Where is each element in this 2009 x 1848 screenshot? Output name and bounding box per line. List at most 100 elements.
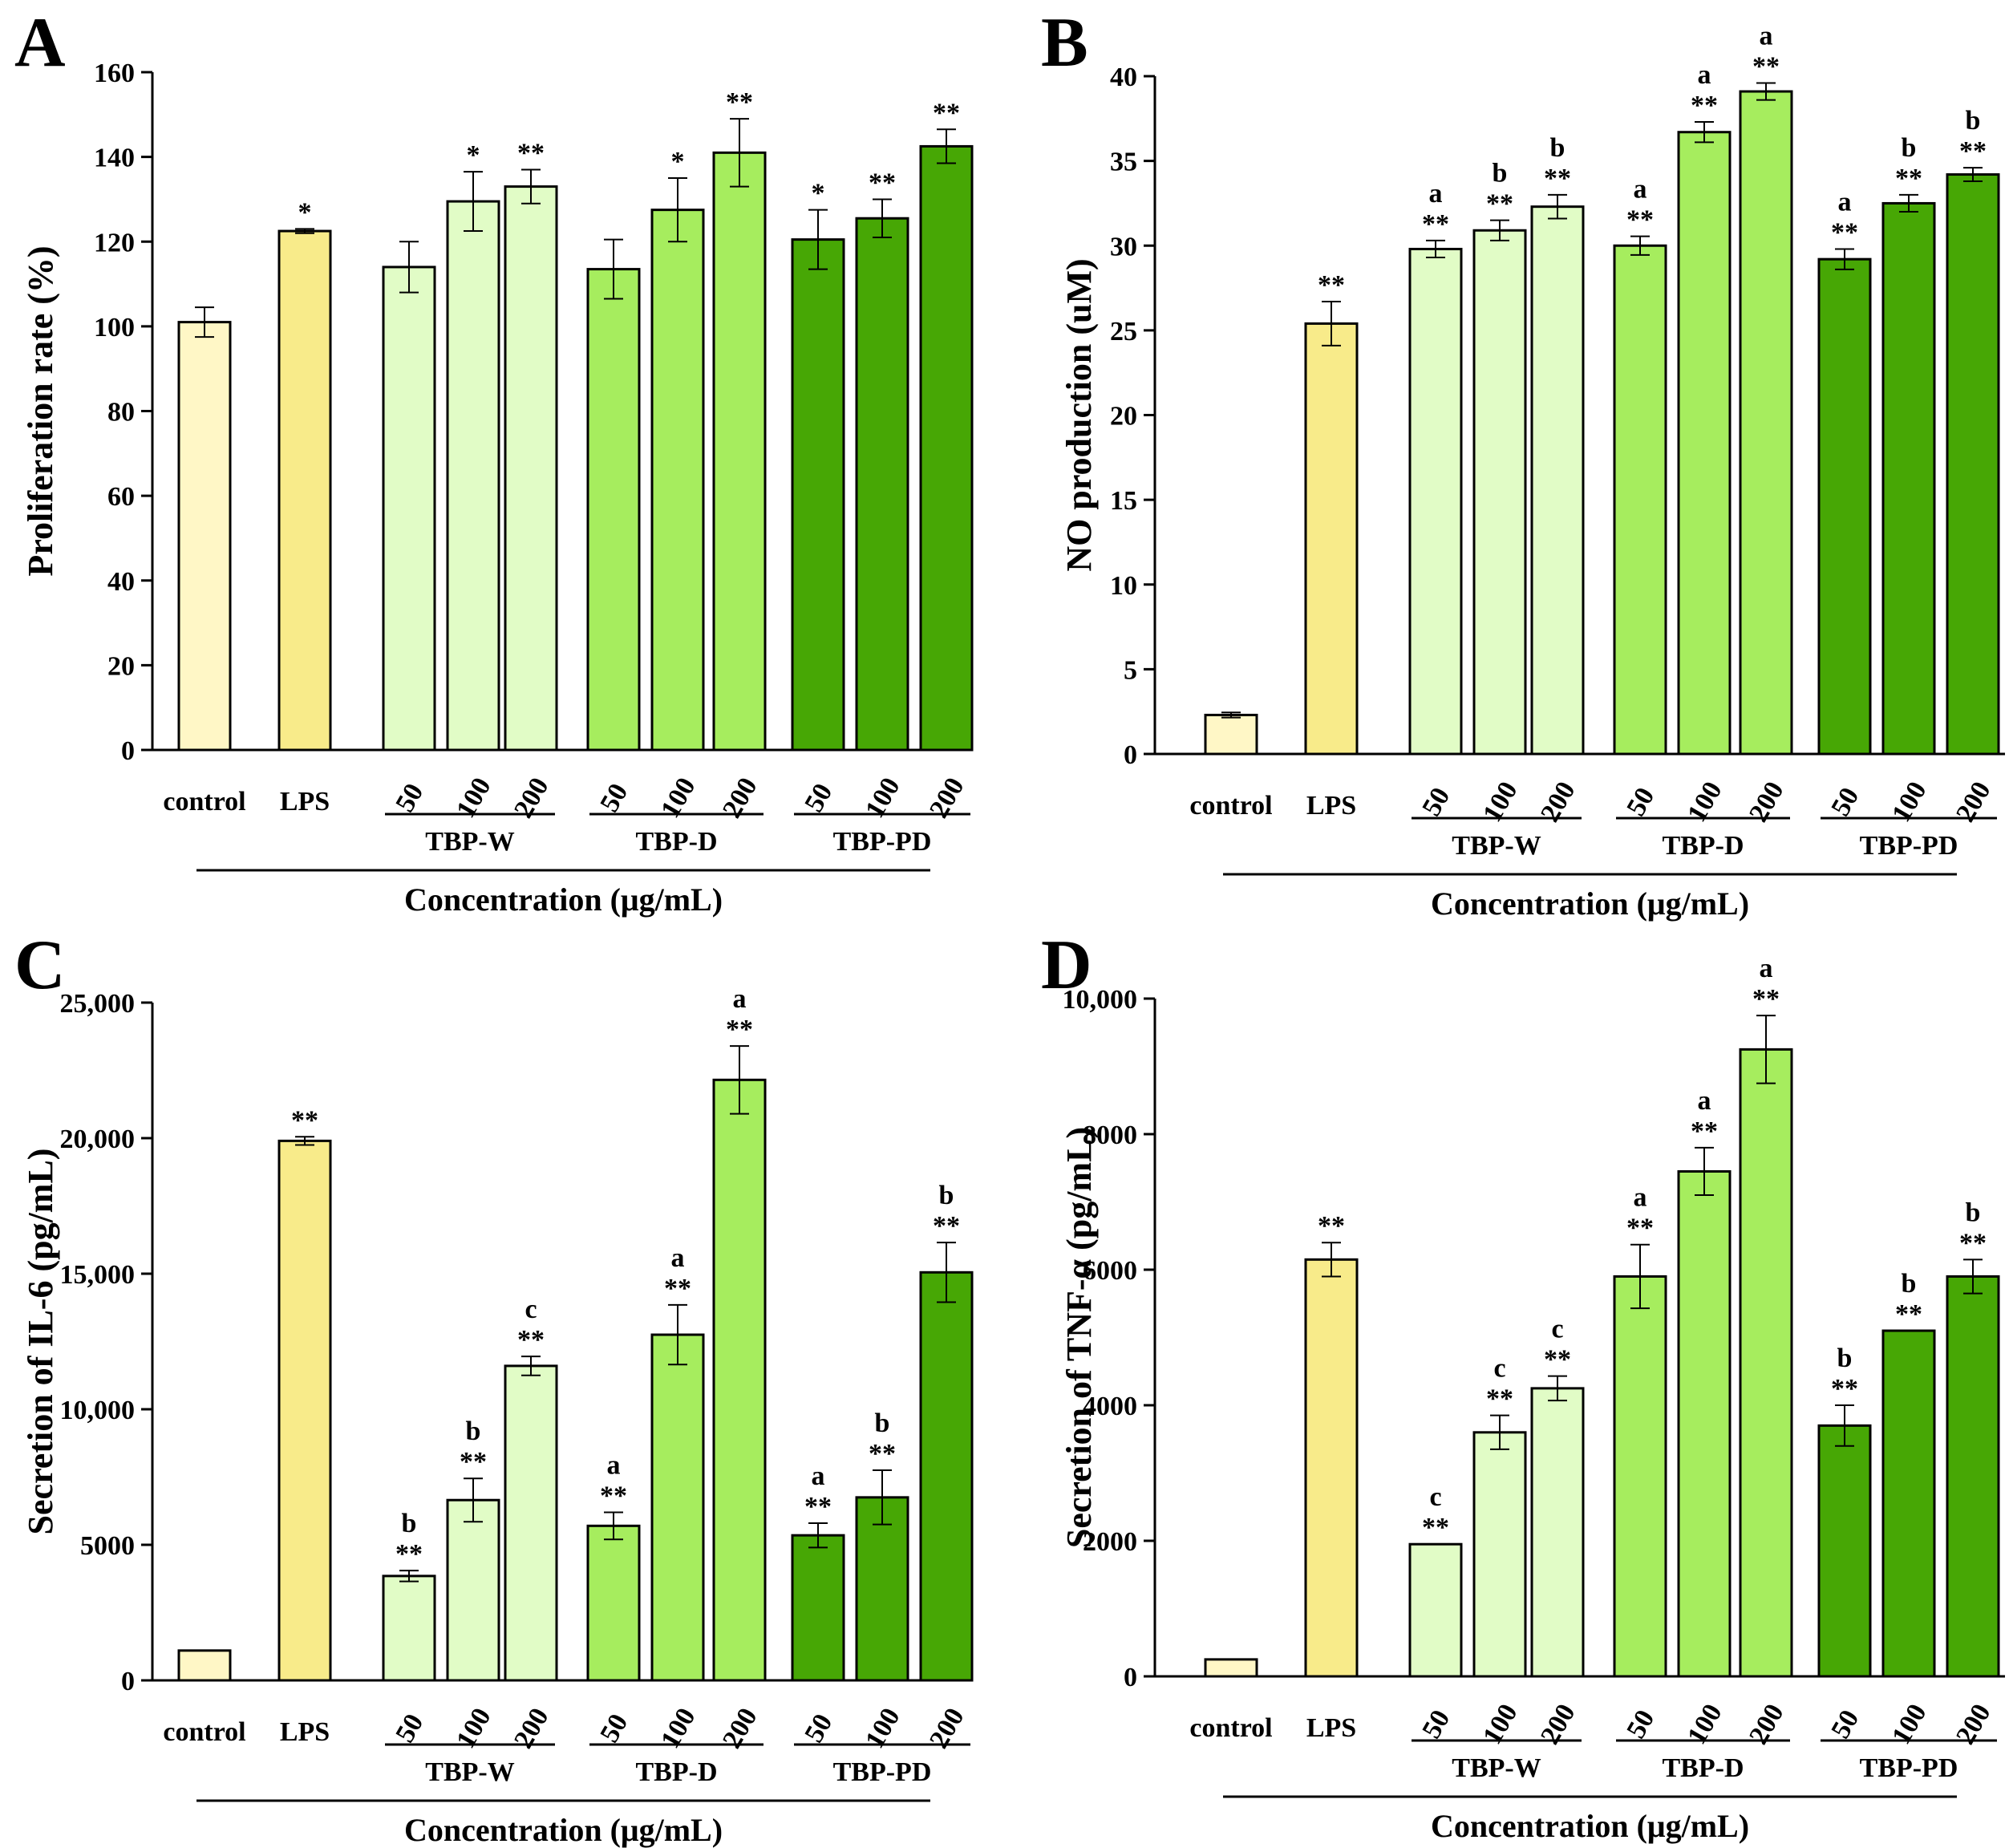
group-label: TBP-PD (833, 1757, 932, 1787)
y-axis-label: NO production (uM) (1059, 258, 1099, 571)
group-label: TBP-W (1452, 1753, 1541, 1783)
significance-mark: ** (664, 1274, 691, 1303)
group-letter: b (1902, 1269, 1917, 1299)
y-axis-label: Secretion of IL-6 (pg/mL) (21, 1149, 60, 1535)
significance-mark: ** (291, 1105, 318, 1135)
significance-mark: ** (1544, 1345, 1571, 1375)
group-label: TBP-D (1663, 831, 1744, 861)
group-letter: c (1429, 1482, 1441, 1512)
group-letter: b (1966, 1198, 1981, 1227)
bar-D-7 (1739, 1048, 1793, 1678)
significance-mark: ** (1422, 1513, 1449, 1542)
bar-D-4 (1530, 1387, 1585, 1678)
significance-mark: ** (1626, 205, 1654, 235)
bar-D-10 (1946, 1275, 2000, 1678)
x-tick-label: 100 (1886, 776, 1933, 827)
significance-mark: * (812, 179, 825, 209)
significance-mark: ** (600, 1481, 627, 1510)
y-tick-label: 25 (1110, 317, 1137, 346)
y-tick-label: 40 (107, 567, 135, 597)
x-tick-label: 50 (390, 1709, 429, 1748)
x-tick-label: LPS (1306, 791, 1356, 821)
y-tick-label: 35 (1110, 148, 1137, 177)
y-tick-label: 0 (1124, 740, 1137, 770)
y-tick-label: 0 (121, 736, 135, 766)
x-tick-label: LPS (280, 1717, 330, 1747)
group-letter: a (1838, 187, 1852, 217)
panel-A: A 0 20 40 60 80 100 120 140 160 Proliferation rate… (14, 4, 974, 918)
significance-mark: ** (933, 98, 960, 128)
significance-mark: ** (1752, 51, 1780, 81)
x-tick-label: 200 (717, 772, 764, 823)
significance-mark: ** (1895, 1299, 1922, 1329)
y-tick-label: 60 (107, 482, 135, 512)
bar-B-9 (1881, 201, 1936, 756)
bar-A-0 (177, 321, 232, 752)
y-tick-label: 120 (94, 228, 135, 257)
bar-A-4 (504, 185, 558, 752)
bar-A-1 (277, 229, 332, 752)
group-label: TBP-PD (1860, 831, 1958, 861)
bar-A-3 (446, 200, 500, 752)
bar-C-9 (855, 1496, 909, 1682)
panel-letter: D (1041, 926, 1092, 1004)
y-tick-label: 6000 (1083, 1256, 1137, 1286)
group-letter: b (875, 1408, 890, 1438)
bar-D-2 (1408, 1542, 1463, 1678)
x-tick-label: 100 (860, 772, 906, 823)
bar-D-0 (1204, 1658, 1258, 1678)
x-tick-label: 50 (799, 779, 838, 817)
y-tick-label: 8000 (1083, 1121, 1137, 1150)
x-tick-label: 100 (1886, 1699, 1933, 1749)
panel-letter: C (14, 926, 66, 1004)
panel-C: C 0 5000 10,000 15,000 20,000 25,000 Secretion … (14, 926, 974, 1848)
y-tick-label: 4000 (1083, 1392, 1137, 1421)
bar-D-3 (1472, 1431, 1527, 1678)
bar-B-1 (1304, 322, 1359, 756)
group-letter: b (939, 1181, 954, 1210)
x-tick-label: 50 (594, 779, 634, 817)
bar-B-2 (1408, 247, 1463, 756)
group-label: TBP-W (425, 827, 514, 857)
x-tick-label: 100 (1682, 1699, 1728, 1749)
group-letter: a (1760, 954, 1773, 983)
significance-mark: ** (1895, 164, 1922, 193)
group-label: TBP-D (1663, 1753, 1744, 1783)
bar-D-5 (1613, 1275, 1667, 1678)
x-tick-label: 200 (924, 772, 970, 823)
significance-mark: ** (869, 1439, 896, 1469)
bar-B-10 (1946, 173, 2000, 756)
group-letter: a (1429, 179, 1443, 209)
x-tick-label: 50 (1621, 783, 1660, 821)
significance-mark: ** (1831, 217, 1858, 247)
bar-C-8 (791, 1534, 845, 1682)
significance-mark: ** (460, 1447, 487, 1477)
x-axis-label: Concentration (μg/mL) (404, 1812, 723, 1848)
significance-mark: ** (1831, 1374, 1858, 1404)
y-axis-label: Secretion of TNF-α (pg/mL) (1059, 1127, 1099, 1548)
x-tick-label: 100 (1477, 1699, 1524, 1749)
significance-mark: * (467, 140, 480, 170)
x-tick-label: LPS (280, 787, 330, 817)
bar-B-6 (1677, 131, 1732, 756)
bar-A-7 (712, 151, 767, 752)
significance-mark: ** (933, 1211, 960, 1241)
group-letter: a (733, 984, 747, 1014)
y-tick-label: 15,000 (60, 1260, 136, 1290)
y-tick-label: 10,000 (1063, 985, 1138, 1015)
group-letter: a (1760, 21, 1773, 51)
y-tick-label: 0 (121, 1667, 135, 1696)
bar-B-5 (1613, 244, 1667, 756)
panel-letter: A (14, 4, 66, 82)
x-tick-label: 50 (594, 1709, 634, 1748)
x-tick-label: 100 (1682, 776, 1728, 827)
bar-B-3 (1472, 229, 1527, 756)
bar-A-10 (919, 144, 974, 752)
panel-D: D 0 2000 4000 6000 8000 10,000 Secretion of TNF… (1041, 926, 2005, 1844)
x-axis-label: Concentration (μg/mL) (1431, 886, 1749, 922)
panel-letter: B (1041, 4, 1088, 82)
significance-mark: ** (1959, 1228, 1987, 1258)
group-letter: a (1634, 1183, 1647, 1213)
x-axis-label: Concentration (μg/mL) (1431, 1808, 1749, 1844)
x-tick-label: control (1189, 1713, 1272, 1743)
